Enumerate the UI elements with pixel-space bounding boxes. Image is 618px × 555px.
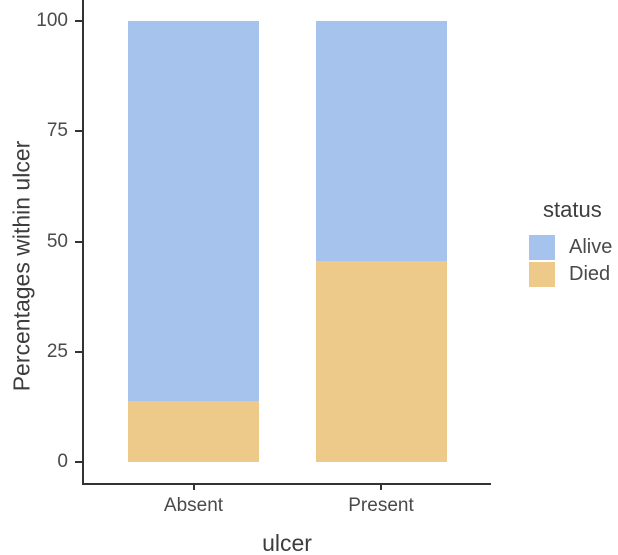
plot-panel: [82, 0, 491, 485]
y-tick-label-25: 25: [46, 340, 68, 362]
x-tick-absent: [192, 483, 195, 490]
y-tick-label-50: 50: [46, 230, 68, 252]
bar-segment-present-died: [315, 260, 447, 462]
bar-segment-absent-died: [128, 400, 259, 462]
legend-item-died: Died: [529, 262, 618, 287]
legend-key-alive: [529, 235, 555, 260]
y-tick-75: [75, 130, 82, 133]
bar-segment-present-alive: [315, 21, 447, 261]
x-tick-label-present: Present: [348, 495, 414, 516]
y-tick-label-0: 0: [57, 451, 68, 472]
legend-items: Alive Died: [529, 235, 618, 287]
legend: status Alive Died: [529, 197, 618, 289]
y-tick-0: [75, 461, 82, 463]
y-tick-50: [75, 240, 82, 243]
legend-label-alive: Alive: [569, 236, 613, 258]
legend-label-died: Died: [569, 263, 611, 285]
legend-item-alive: Alive: [529, 235, 618, 260]
legend-key-died: [529, 262, 555, 287]
x-tick-label-absent: Absent: [163, 495, 224, 516]
x-axis-title: ulcer: [262, 530, 312, 555]
y-tick-label-75: 75: [46, 120, 68, 142]
y-tick-25: [75, 350, 82, 353]
bar-segment-absent-alive: [128, 21, 259, 401]
x-tick-present: [380, 483, 382, 490]
legend-title: status: [543, 197, 602, 222]
y-tick-100: [75, 20, 82, 22]
y-tick-label-100: 100: [36, 10, 68, 31]
